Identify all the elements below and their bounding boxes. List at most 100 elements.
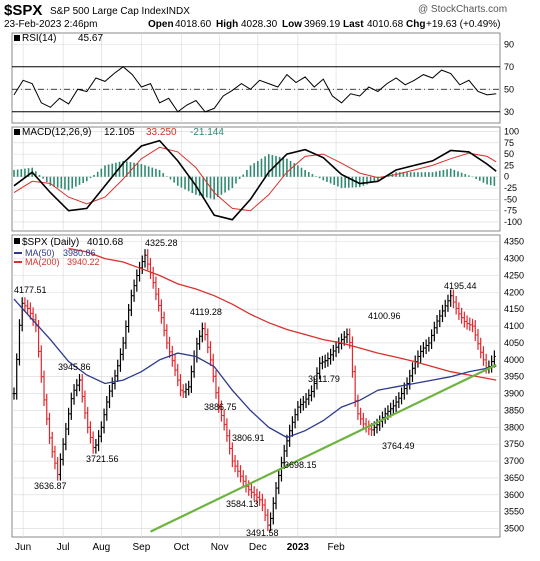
macd-histogram-bar [213,177,215,200]
low-label: Low [282,19,302,30]
macd-histogram-bar [337,177,339,187]
macd-histogram-bar [202,177,204,197]
price-tick-label: 3850 [504,405,524,415]
macd-histogram-bar [414,172,416,177]
price-tick-label: 4350 [504,237,524,247]
macd-histogram-bar [330,177,332,184]
macd-histogram-bar [494,177,496,186]
macd-histogram-bar [133,163,135,177]
chg-label: Chg [406,19,425,30]
x-month-label: Sep [132,542,150,553]
rsi-legend-swatch [14,35,20,41]
macd-histogram-bar [301,168,303,177]
macd-histogram-bar [435,171,437,176]
macd-title: MACD(12,26,9) [22,127,91,138]
macd-histogram-bar [399,172,401,177]
macd-histogram-bar [454,170,456,177]
macd-histogram-bar [224,177,226,193]
macd-tick-label: -75 [504,206,517,216]
macd-histogram-bar [86,177,88,182]
macd-histogram-bar [39,175,41,177]
annotation: 3886.75 [204,402,237,412]
macd-histogram-bar [82,177,84,183]
macd-histogram-bar [68,177,70,191]
x-month-label: Aug [92,542,110,553]
price-tick-label: 3550 [504,507,524,517]
macd-histogram-bar [228,177,230,191]
macd-histogram-bar [344,177,346,188]
date: 23-Feb-2023 2:46pm [4,19,97,30]
macd-histogram-bar [264,156,266,176]
macd-histogram-bar [141,164,143,177]
macd-histogram-bar [312,174,314,177]
price-tick-label: 3950 [504,372,524,382]
macd-histogram-bar [486,177,488,185]
macd-histogram-bar [108,165,110,177]
macd-histogram-bar [17,170,19,177]
macd-histogram-bar [468,175,470,176]
price-title: $SPX (Daily) [22,237,79,248]
price-tick-label: 3500 [504,524,524,534]
macd-histogram-bar [333,177,335,185]
macd-histogram-bar [115,163,117,177]
macd-histogram-bar [410,172,412,177]
ma200-legend-value: 3940.22 [67,257,100,267]
macd-histogram-bar [261,159,263,177]
macd-histogram-bar [297,165,299,176]
macd-histogram-bar [257,161,259,177]
chg-value: +19.63 (+0.49%) [426,19,501,30]
macd-histogram-bar [282,158,284,177]
macd-histogram-bar [159,170,161,177]
macd-histogram-bar [101,169,103,177]
price-legend-swatch [14,238,20,244]
macd-histogram-bar [242,174,244,176]
macd-histogram-bar [483,177,485,183]
price-tick-label: 3700 [504,456,524,466]
macd-tick-label: 0 [504,172,509,182]
price-tick-label: 3800 [504,422,524,432]
macd-histogram-bar [71,177,73,189]
x-month-label: Jul [57,542,70,553]
macd-histogram-bar [479,177,481,181]
macd-histogram-bar [90,177,92,178]
macd-histogram-bar [232,177,234,188]
macd-histogram-bar [75,177,77,187]
macd-histogram-bar [235,177,237,184]
macd-histogram-bar [148,166,150,176]
macd-histogram-bar [341,177,343,188]
price-tick-label: 4200 [504,287,524,297]
price-last-value: 4010.68 [87,237,124,248]
annotation: 4325.28 [145,238,178,248]
macd-histogram-bar [406,172,408,177]
macd-histogram-bar [446,169,448,176]
macd-histogram-bar [188,177,190,191]
macd-histogram-bar [308,172,310,177]
open-value: 4018.60 [175,19,212,30]
price-tick-label: 4250 [504,270,524,280]
annotation: 3636.87 [34,481,67,491]
macd-histogram-bar [24,169,26,177]
last-value: 4010.68 [367,19,404,30]
macd-histogram-bar [443,170,445,177]
macd-histogram-bar [417,172,419,177]
high-label: High [216,19,238,30]
rsi-tick-label: 90 [504,39,514,49]
macd-histogram-bar [97,172,99,177]
macd-histogram-bar [461,173,463,177]
macd-tick-label: -25 [504,183,517,193]
annotation: 3491.58 [246,528,279,538]
macd-histogram-bar [428,172,430,177]
price-tick-label: 3750 [504,439,524,449]
annotation: 4119.28 [190,307,222,317]
macd-histogram-bar [20,169,22,177]
macd-histogram-bar [319,177,321,179]
macd-tick-label: 25 [504,160,514,170]
rsi-title: RSI(14) [22,33,56,44]
macd-histogram-bar [424,172,426,177]
open-label: Open [148,19,174,30]
macd-signal-value: 33.250 [146,127,177,138]
watermark: @ StockCharts.com [418,4,507,15]
macd-tick-label: 50 [504,149,514,159]
macd-histogram-bar [315,176,317,177]
